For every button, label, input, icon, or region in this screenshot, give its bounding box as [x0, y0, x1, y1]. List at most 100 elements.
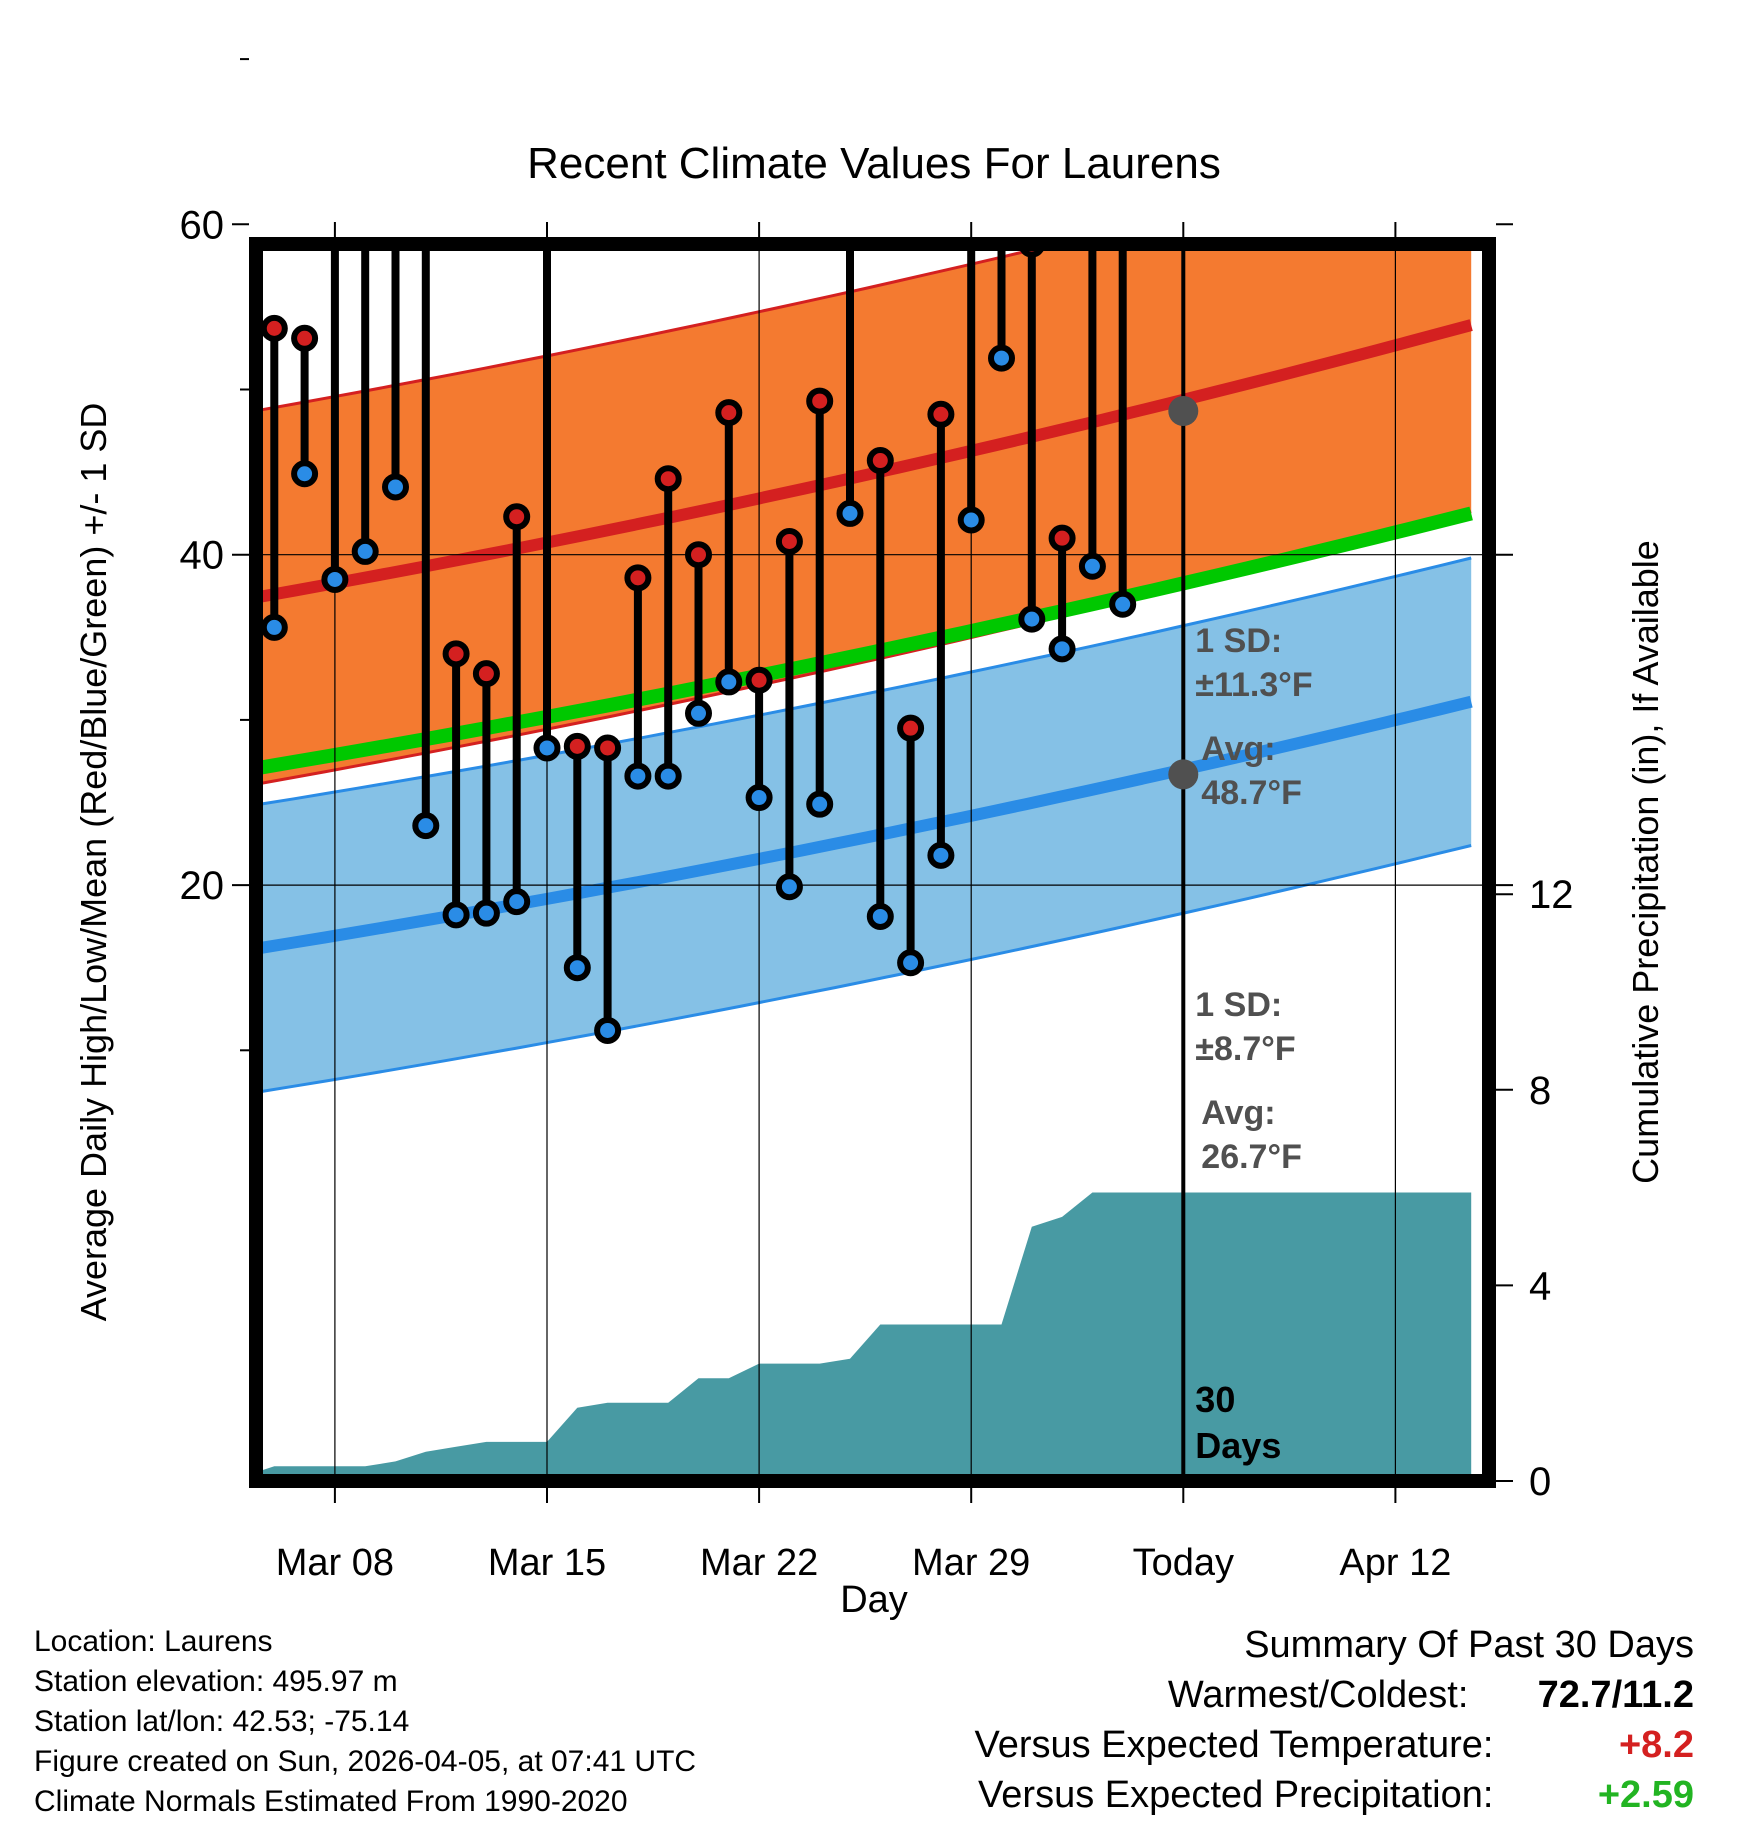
daily-high-point — [472, 660, 500, 688]
daily-high-point — [324, 133, 345, 154]
summary-panel: Summary Of Past 30 Days Warmest/Coldest:… — [975, 1620, 1694, 1820]
elevation-text: Station elevation: 495.97 m — [34, 1665, 398, 1698]
daily-low-point — [957, 506, 985, 534]
low-sd-band — [256, 558, 1472, 1093]
daily-low-point — [897, 949, 925, 977]
daily-low-point — [836, 499, 864, 527]
daily-high-point — [685, 541, 712, 569]
low-sd-upper-edge — [256, 556, 1472, 807]
daily-low-point — [594, 1016, 622, 1044]
daily-high-point — [927, 400, 955, 428]
daily-low-point — [1048, 635, 1076, 663]
today-low-sd-value: ±8.7°F — [1195, 1030, 1295, 1068]
daily-high-point — [503, 503, 531, 531]
x-tick-label: Apr 12 — [1339, 1542, 1451, 1584]
precip-anomaly-label: Versus Expected Precipitation: — [978, 1774, 1494, 1816]
period-label-unit: Days — [1195, 1425, 1281, 1466]
daily-high-point — [1048, 524, 1076, 552]
today-high-avg-label: Avg: — [1201, 730, 1275, 768]
temp-anomaly-value: +8.2 — [1618, 1724, 1694, 1766]
daily-low-point — [382, 473, 409, 501]
station-info: Location: Laurens Station elevation: 495… — [34, 1622, 696, 1822]
today-high-normal-point — [1168, 395, 1199, 426]
latlon-text: Station lat/lon: 42.53; -75.14 — [34, 1705, 410, 1738]
daily-high-point — [897, 714, 925, 742]
summary-temp-row: Versus Expected Temperature: +8.2 — [975, 1720, 1694, 1770]
y-tick-label-left: 60 — [180, 203, 225, 247]
summary-warm-cold-row: Warmest/Coldest: 72.7/11.2 — [975, 1670, 1694, 1720]
period-label-count: 30 — [1195, 1379, 1235, 1420]
daily-high-point — [385, 4, 406, 25]
today-high-sd-label: 1 SD: — [1195, 622, 1282, 660]
today-low-avg-value: 26.7°F — [1201, 1138, 1302, 1176]
daily-low-point — [927, 841, 955, 869]
warm-cold-value: 72.7/11.2 — [1537, 1674, 1694, 1716]
precip-anomaly-value: +2.59 — [1597, 1774, 1694, 1816]
daily-high-point — [624, 564, 652, 592]
y-axis-label-left: Average Daily High/Low/Mean (Red/Blue/Gr… — [73, 403, 114, 1322]
x-tick-label: Mar 29 — [912, 1542, 1030, 1584]
daily-high-point — [991, 105, 1012, 126]
plot-area: 1 SD: ±11.3°F Avg: 48.7°F 1 SD: ±8.7°F Avg: 26.… — [180, 4, 1574, 1584]
daily-high-point — [775, 527, 803, 555]
daily-low-point — [442, 901, 470, 929]
daily-low-point — [563, 954, 591, 982]
today-low-normal-point — [1168, 759, 1199, 790]
mean-normal-line — [256, 506, 1473, 776]
y-tick-label-right: 8 — [1529, 1069, 1551, 1113]
daily-low-point — [745, 784, 773, 812]
y-tick-label-left: 40 — [180, 534, 225, 578]
daily-high-point — [745, 666, 773, 694]
x-axis-label: Day — [840, 1579, 908, 1620]
daily-low-point — [291, 460, 319, 488]
plot-frame — [249, 237, 1496, 1488]
daily-low-point — [1018, 605, 1046, 633]
warm-cold-label: Warmest/Coldest: — [1167, 1674, 1469, 1716]
daily-low-point — [1078, 552, 1106, 580]
daily-low-point — [654, 762, 682, 790]
daily-high-point — [715, 399, 743, 427]
daily-low-point — [806, 790, 834, 818]
today-high-sd-value: ±11.3°F — [1195, 666, 1312, 704]
daily-low-point — [472, 899, 500, 927]
y-tick-label-right: 12 — [1529, 873, 1574, 917]
daily-low-point — [624, 762, 652, 790]
low-sd-lower-edge — [256, 844, 1472, 1094]
x-tick-label: Mar 22 — [700, 1542, 818, 1584]
y-tick-label-right: 0 — [1529, 1460, 1551, 1504]
today-low-sd-label: 1 SD: — [1195, 986, 1282, 1024]
summary-precip-row: Versus Expected Precipitation: +2.59 — [975, 1770, 1694, 1820]
temp-anomaly-label: Versus Expected Temperature: — [974, 1724, 1494, 1766]
chart-title: Recent Climate Values For Laurens — [527, 139, 1221, 188]
daily-low-point — [1109, 590, 1137, 618]
summary-heading: Summary Of Past 30 Days — [1244, 1624, 1694, 1666]
daily-low-point — [260, 613, 288, 641]
location-text: Location: Laurens — [34, 1625, 273, 1658]
plot-content: 1 SD: ±11.3°F Avg: 48.7°F 1 SD: ±8.7°F Avg: 26.… — [256, 4, 1489, 1481]
y-tick-label-left: 20 — [180, 864, 225, 908]
today-low-avg-label: Avg: — [1201, 1094, 1275, 1132]
climate-chart: Recent Climate Values For Laurens 1 SD: ±… — [73, 4, 1666, 1620]
precip-area — [256, 1192, 1472, 1481]
daily-low-point — [866, 902, 894, 930]
x-tick-label: Mar 15 — [488, 1542, 606, 1584]
daily-high-point — [442, 640, 470, 668]
y-tick-label-right: 4 — [1529, 1264, 1551, 1308]
y-axis-label-right: Cumulative Precipitation (in), If Availa… — [1625, 540, 1666, 1184]
daily-high-point — [806, 387, 834, 415]
daily-high-point — [415, 202, 436, 223]
x-tick-label: Today — [1133, 1542, 1234, 1584]
daily-low-point — [685, 699, 712, 727]
daily-high-point — [866, 447, 894, 475]
x-tick-label: Mar 08 — [276, 1542, 394, 1584]
daily-high-point — [355, 68, 376, 89]
daily-high-point — [1112, 101, 1133, 122]
created-text: Figure created on Sun, 2026-04-05, at 07… — [34, 1745, 697, 1778]
daily-low-point — [412, 812, 440, 840]
daily-high-point — [1082, 75, 1103, 96]
normals-text: Climate Normals Estimated From 1990-2020 — [34, 1785, 628, 1818]
daily-low-point — [321, 565, 349, 593]
daily-high-point — [291, 324, 319, 352]
daily-low-point — [503, 888, 531, 916]
daily-high-point — [654, 465, 682, 493]
